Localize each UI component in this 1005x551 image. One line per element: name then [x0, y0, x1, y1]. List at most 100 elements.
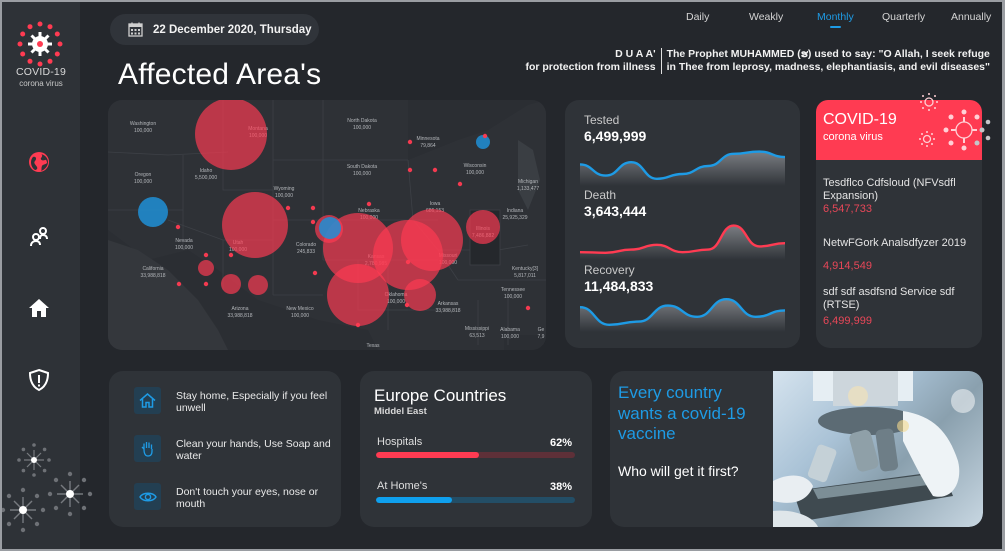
stat-value-recovery: 11,484,833 [584, 278, 654, 294]
hospitals-progress-fill [376, 452, 480, 458]
map-state-label: Alabama 100,000 [500, 327, 520, 340]
sidebar-item-home[interactable] [27, 296, 51, 320]
map-bubble[interactable] [198, 260, 214, 276]
map-bubble[interactable] [195, 100, 267, 170]
map-state-label: Indiana 25,925,329 [502, 208, 527, 221]
shield-alert-icon [28, 368, 50, 392]
map-bubble[interactable] [476, 135, 490, 149]
sidebar-item-globe[interactable] [27, 150, 51, 174]
map-point[interactable] [407, 167, 413, 173]
tab-weakly[interactable]: Weakly [749, 11, 784, 23]
europe-countries-panel: Europe Countries Middel East Hospitals 6… [360, 371, 592, 527]
map-point[interactable] [432, 167, 438, 173]
calendar-icon [128, 22, 143, 37]
home-icon [29, 299, 49, 317]
map-point[interactable] [203, 281, 209, 287]
map-point[interactable] [312, 270, 318, 276]
map-point[interactable] [404, 302, 410, 308]
bar-label-hospitals: Hospitals [377, 436, 423, 448]
virus-sparkle-icon [17, 443, 51, 477]
europe-subtitle: Middel East [374, 406, 427, 417]
home-icon [139, 393, 156, 408]
date-display: 22 December 2020, Thursday [110, 14, 319, 45]
map-state-label: Tennessee 100,000 [501, 287, 525, 300]
map-bubble[interactable] [327, 264, 389, 326]
stat-label-recovery: Recovery [584, 263, 635, 277]
map-point[interactable] [525, 305, 531, 311]
vaccine-question: Who will get it first? [618, 463, 739, 479]
sidebar-item-people[interactable] [27, 225, 51, 249]
stats-panel: Tested 6,499,999 Death 3,643,444 Recover… [565, 100, 800, 348]
tested-sparkline [580, 150, 785, 186]
at-home-progress-bar [376, 497, 575, 503]
bar-pct-hospitals: 62% [549, 437, 572, 449]
map-point[interactable] [355, 322, 361, 328]
map-bubble[interactable] [221, 274, 241, 294]
tip-text: Don't touch your eyes, nose or mouth [176, 486, 319, 510]
duaa-text-line-2: in Thee from leprosy, madness, elephanti… [666, 61, 990, 73]
map-state-label: Michigan 1,133,477 [517, 179, 539, 192]
logo-title: COVID-19 [15, 66, 67, 78]
map-point[interactable] [228, 252, 234, 258]
map-bubble[interactable] [248, 275, 268, 295]
sparkline-line [580, 150, 785, 181]
hand-icon [141, 442, 153, 457]
stat-label-death: Death [584, 188, 617, 202]
tab-quarterly[interactable]: Quarterly [882, 11, 926, 23]
page-title: Affected Area's [118, 58, 322, 91]
info-item-value: 4,914,549 [823, 260, 872, 272]
virus-logo-icon [17, 21, 63, 67]
tab-daily[interactable]: Daily [686, 11, 710, 23]
map-point[interactable] [407, 139, 413, 145]
map-bubble[interactable] [401, 209, 463, 271]
sparkline-area [580, 151, 785, 186]
tab-annually[interactable]: Annually [951, 11, 992, 23]
tip-icon-box [134, 387, 161, 414]
map-state-label: Texas [366, 343, 380, 349]
covid-info-card: COVID-19 corona virus Tesdflco Cdfsloud … [816, 93, 991, 348]
map-point[interactable] [310, 219, 316, 225]
duaa-title: D U A A' [615, 48, 656, 60]
map-state-label: California 33,988,818 [140, 266, 165, 279]
sparkline-area [580, 225, 785, 260]
bar-label-at-home: At Home's [377, 480, 428, 492]
tip-icon-box [134, 483, 161, 510]
map-state-label: Arizona 33,988,818 [227, 306, 252, 319]
map-bubble[interactable] [404, 279, 436, 311]
map-bubble[interactable] [138, 197, 168, 227]
map-state-label: Kentucky[3] 5,817,011 [512, 266, 539, 279]
map-state-label: Idaho 5,500,000 [195, 168, 217, 181]
map-bubble[interactable] [319, 217, 341, 239]
vaccine-title: Every country wants a covid-19 vaccine [618, 383, 746, 443]
map-state-label: Mississippi 63,513 [465, 326, 489, 339]
map-bubble[interactable] [222, 192, 288, 258]
sparkline-line [580, 297, 785, 327]
stat-label-tested: Tested [584, 113, 620, 127]
at-home-progress-fill [376, 497, 452, 503]
map-point[interactable] [176, 281, 182, 287]
stat-value-death: 3,643,444 [584, 203, 647, 219]
map-point[interactable] [175, 224, 181, 230]
tab-monthly[interactable]: Monthly [817, 11, 854, 28]
map-state-label: Oklahoma 100,000 [385, 292, 408, 305]
map-bubble[interactable] [466, 210, 500, 244]
map-point[interactable] [457, 181, 463, 187]
info-item-value: 6,547,733 [823, 203, 872, 215]
recovery-sparkline [580, 297, 785, 332]
duaa-quote: D U A A' for protection from illness The… [525, 48, 990, 74]
map-point[interactable] [366, 201, 372, 207]
sidebar-item-alert[interactable] [27, 368, 51, 392]
map-point[interactable] [482, 133, 488, 139]
vaccine-card: Every country wants a covid-19 vaccine W… [610, 371, 983, 527]
map-point[interactable] [405, 259, 411, 265]
period-tabs: Daily Weakly Monthly Quarterly Annually [662, 11, 1002, 31]
map-point[interactable] [285, 205, 291, 211]
prevention-tips: Stay home, Especially if you feel unwell… [109, 371, 341, 527]
map-point[interactable] [203, 252, 209, 258]
map-point[interactable] [310, 205, 316, 211]
users-icon [30, 227, 48, 247]
info-item-value: 6,499,999 [823, 315, 872, 327]
hospitals-progress-bar [376, 452, 575, 458]
covid-info-title: COVID-19 [823, 111, 897, 128]
